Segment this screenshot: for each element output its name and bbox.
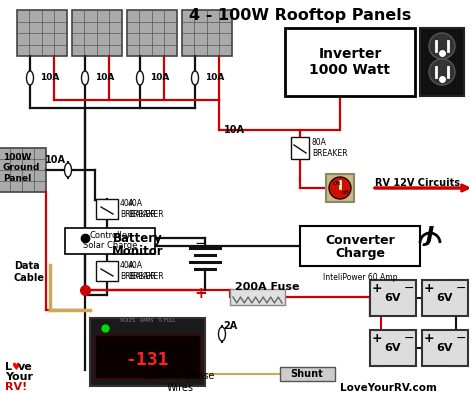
Text: Data
Cable: Data Cable [14,261,45,283]
Circle shape [429,33,455,59]
Text: 10A: 10A [45,155,65,165]
Text: RV 12V Circuits: RV 12V Circuits [375,178,460,188]
Text: LoveYourRV.com: LoveYourRV.com [340,383,437,393]
Text: InteliPower 60 Amp: InteliPower 60 Amp [323,274,397,283]
Bar [65,228,155,254]
Text: J: J [426,226,434,246]
Text: off: off [342,191,349,195]
Bar [420,28,464,96]
Text: +: + [372,332,383,345]
Bar [230,289,285,305]
Text: 10A: 10A [224,125,245,135]
Ellipse shape [27,71,34,85]
Bar [370,330,416,366]
Text: 100W
Ground
Panel: 100W Ground Panel [3,153,40,183]
Text: 10A: 10A [95,73,114,83]
Bar [291,137,309,159]
Ellipse shape [191,71,199,85]
Bar [3,351,45,393]
Bar [280,367,335,381]
Text: Converter: Converter [325,233,395,246]
Text: +: + [424,332,434,345]
Text: 10A: 10A [40,73,59,83]
Text: 40A
BREAKER: 40A BREAKER [120,199,155,219]
Text: Shunt: Shunt [291,369,323,379]
Bar [370,280,416,316]
Text: −: − [456,332,466,345]
Text: +: + [195,286,207,301]
Bar [326,174,354,202]
Text: 6V: 6V [385,293,401,303]
Text: ve: ve [18,362,33,372]
Text: −: − [456,281,466,294]
Bar [17,10,67,56]
Text: −: − [195,237,207,252]
Text: 200A Fuse: 200A Fuse [235,282,300,292]
Text: 4 - 100W Rooftop Panels: 4 - 100W Rooftop Panels [189,8,411,23]
Text: Monitor: Monitor [112,245,164,258]
Text: RV!: RV! [5,382,27,392]
Text: VOLTS   AMPS   % FULL: VOLTS AMPS % FULL [119,318,175,323]
Bar [422,330,468,366]
Bar [0,148,46,192]
Text: Your: Your [5,372,33,382]
Text: +: + [372,281,383,294]
Text: 2A: 2A [223,321,237,331]
Bar [96,199,118,219]
Bar [127,10,177,56]
Text: Charge: Charge [335,248,385,261]
Bar [90,318,205,386]
Text: 6V: 6V [385,343,401,353]
Text: 1000 Watt: 1000 Watt [310,63,391,77]
Text: 6V: 6V [437,343,453,353]
Text: Solar Charge: Solar Charge [83,241,137,250]
Text: −: − [404,281,414,294]
Bar [96,261,118,281]
Text: 80A
BREAKER: 80A BREAKER [312,138,347,158]
Text: −: − [404,332,414,345]
Text: 40A
BREAKER: 40A BREAKER [128,261,164,281]
Text: Current Sense
Wires: Current Sense Wires [146,371,215,393]
Text: ON: ON [333,181,341,186]
Bar [300,226,420,266]
Text: +: + [424,281,434,294]
Ellipse shape [64,163,72,177]
Text: 6V: 6V [437,293,453,303]
Ellipse shape [219,327,226,341]
Bar [422,280,468,316]
Text: ♥: ♥ [11,362,20,372]
Ellipse shape [82,71,89,85]
Circle shape [429,59,455,85]
Ellipse shape [137,71,144,85]
Circle shape [329,177,351,199]
Bar [72,10,122,56]
Bar [182,10,232,56]
Text: -131: -131 [126,351,169,369]
Bar [285,28,415,96]
Text: 40A
BREAKER: 40A BREAKER [128,199,164,219]
Text: Inverter: Inverter [319,47,382,61]
Text: 10A: 10A [150,73,169,83]
Text: 10A: 10A [205,73,224,83]
Bar [95,335,200,378]
Text: L: L [5,362,12,372]
Text: Battery: Battery [113,232,163,245]
Text: Controller: Controller [89,231,131,241]
Text: 40A
BREAKER: 40A BREAKER [120,261,155,281]
